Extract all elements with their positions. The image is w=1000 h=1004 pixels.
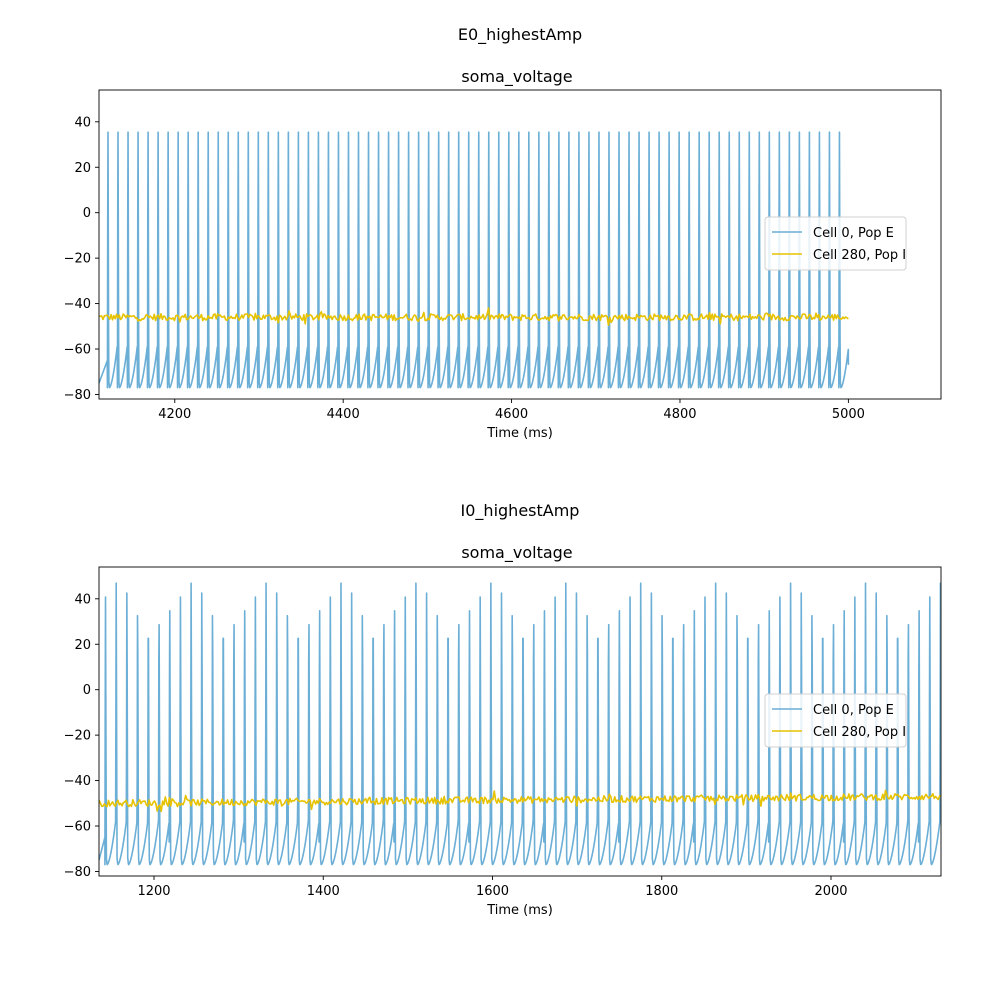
- figure-suptitle: E0_highestAmp: [458, 25, 582, 45]
- x-tick-label: 1600: [476, 884, 509, 899]
- y-tick-label: −20: [64, 729, 91, 744]
- series-line-cell-0-pop-e: [99, 131, 850, 389]
- y-tick-label: −60: [64, 820, 91, 835]
- y-tick-label: 40: [74, 115, 91, 130]
- x-tick-label: 4400: [327, 407, 360, 422]
- legend-entry-label: Cell 280, Pop I: [813, 248, 906, 263]
- y-tick-label: −80: [64, 388, 91, 403]
- series-line-cell-0-pop-e: [99, 582, 941, 866]
- x-tick-label: 4200: [158, 407, 191, 422]
- x-tick-label: 1200: [137, 884, 170, 899]
- x-axis-label: Time (ms): [486, 903, 553, 918]
- y-tick-label: 20: [74, 161, 91, 176]
- legend-box: [764, 216, 907, 271]
- x-tick-label: 4600: [495, 407, 528, 422]
- legend-entry-label: Cell 0, Pop E: [813, 226, 894, 241]
- figure-suptitle: I0_highestAmp: [461, 501, 580, 521]
- x-tick-label: 1400: [307, 884, 340, 899]
- x-tick-label: 1800: [645, 884, 678, 899]
- legend-entry-label: Cell 0, Pop E: [813, 703, 894, 718]
- x-axis-label: Time (ms): [486, 426, 553, 441]
- y-tick-label: 0: [83, 206, 91, 221]
- x-tick-label: 5000: [832, 407, 865, 422]
- x-tick-label: 2000: [814, 884, 847, 899]
- panel-1: I0_highestAmp soma_voltage −80 −60 −40 −20 0 20…: [64, 501, 942, 918]
- y-tick-label: 20: [74, 638, 91, 653]
- axes-title: soma_voltage: [461, 67, 572, 87]
- y-tick-label: 40: [74, 592, 91, 607]
- panel-0: E0_highestAmp soma_voltage −80 −60 −40 −20 0 20…: [64, 25, 942, 441]
- axes-frame: [98, 89, 942, 400]
- legend-box: [764, 693, 907, 748]
- y-tick-label: −60: [64, 343, 91, 358]
- legend: Cell 0, Pop E Cell 280, Pop I: [764, 693, 907, 748]
- legend-entry-label: Cell 280, Pop I: [813, 725, 906, 740]
- plot-area: [99, 131, 850, 389]
- plot-area: [99, 582, 941, 866]
- legend: Cell 0, Pop E Cell 280, Pop I: [764, 216, 907, 271]
- axes-frame: [98, 566, 942, 877]
- y-tick-label: −80: [64, 865, 91, 880]
- y-tick-label: −20: [64, 252, 91, 267]
- series-line-cell-280-pop-i: [99, 307, 849, 326]
- y-tick-label: −40: [64, 297, 91, 312]
- x-tick-label: 4800: [663, 407, 696, 422]
- y-tick-label: −40: [64, 774, 91, 789]
- y-tick-label: 0: [83, 683, 91, 698]
- series-line-cell-280-pop-i: [99, 789, 941, 813]
- axes-title: soma_voltage: [461, 543, 572, 563]
